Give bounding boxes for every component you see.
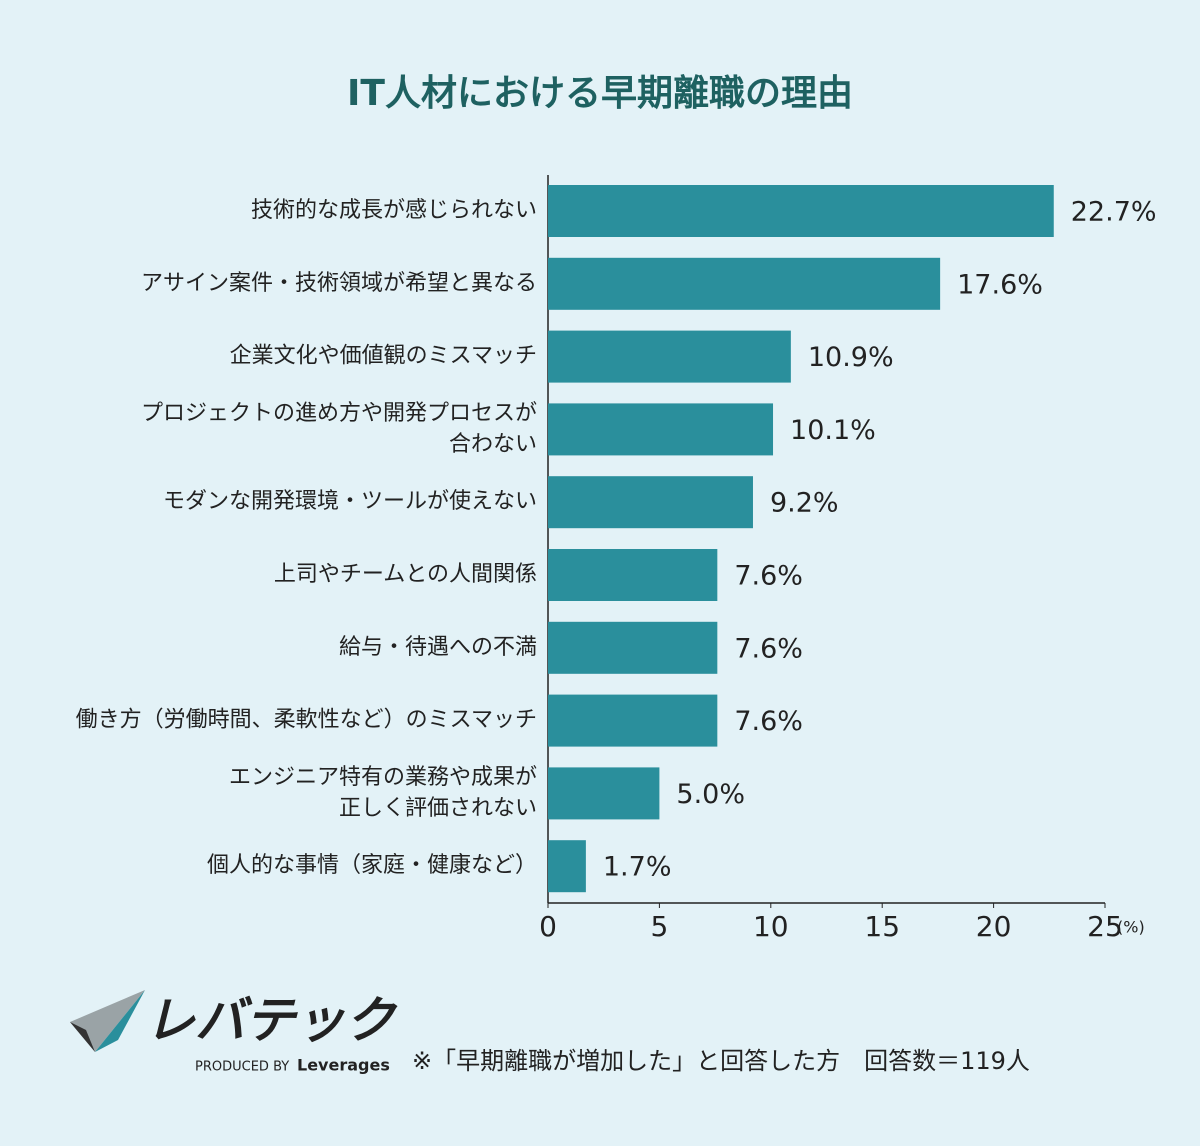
x-tick-label: 0 [539,910,557,943]
value-label: 5.0% [676,779,745,810]
y-tick-label: モダンな開発環境・ツールが使えない [163,489,537,514]
x-tick-label: 20 [976,910,1012,943]
value-label: 17.6% [957,269,1043,300]
note: ※「早期離職が増加した」と回答した方 回答数＝119人 [412,1047,1030,1075]
x-tick-label: 10 [753,910,789,943]
logo-name: レバテック [145,992,398,1050]
y-tick-label: 働き方（労働時間、柔軟性など）のミスマッチ [76,708,537,733]
bar [548,476,753,529]
value-label: 1.7% [603,852,672,883]
value-label: 22.7% [1071,197,1157,228]
y-tick-label: 企業文化や価値観のミスマッチ [230,344,537,369]
value-label: 9.2% [770,488,839,519]
logo-shape [95,990,145,1052]
chart-title: IT人材における早期離職の理由 [347,73,853,114]
y-tick-label: エンジニア特有の業務や成果が正しく評価されない [229,765,537,821]
bar [548,330,791,383]
bar [548,549,718,601]
bar [548,694,718,747]
bar [548,403,774,456]
y-tick-label: 個人的な事情（家庭・健康など） [207,853,537,878]
logo-company: Leverages [297,1056,390,1075]
x-tick-label: 5 [650,910,668,943]
bar [548,257,941,310]
y-tick-label: 技術的な成長が感じられない [251,198,537,223]
logo-produced: PRODUCED BY [195,1060,289,1075]
logo-shape [70,1022,95,1052]
value-label: 7.6% [734,706,803,737]
bar [548,621,718,674]
x-tick-label: 15 [864,910,900,943]
value-label: 10.9% [808,342,894,373]
value-label: 7.6% [734,561,803,592]
logo-shape [70,990,145,1052]
bar [548,767,660,820]
y-tick-label: アサイン案件・技術領域が希望と異なる [141,271,537,296]
x-axis-label: (%) [1117,918,1145,937]
bar [548,840,586,893]
value-label: 7.6% [734,633,803,664]
x-tick-label: 25 [1087,910,1123,943]
logo: レバテック PRODUCED BY Leverages [70,990,398,1075]
y-tick-label: 給与・待遇への不満 [339,635,537,660]
y-tick-label: 上司やチームとの人間関係 [274,562,537,587]
bar [548,185,1054,237]
y-tick-label: プロジェクトの進め方や開発プロセスが合わない [141,401,537,457]
value-label: 10.1% [790,415,876,446]
